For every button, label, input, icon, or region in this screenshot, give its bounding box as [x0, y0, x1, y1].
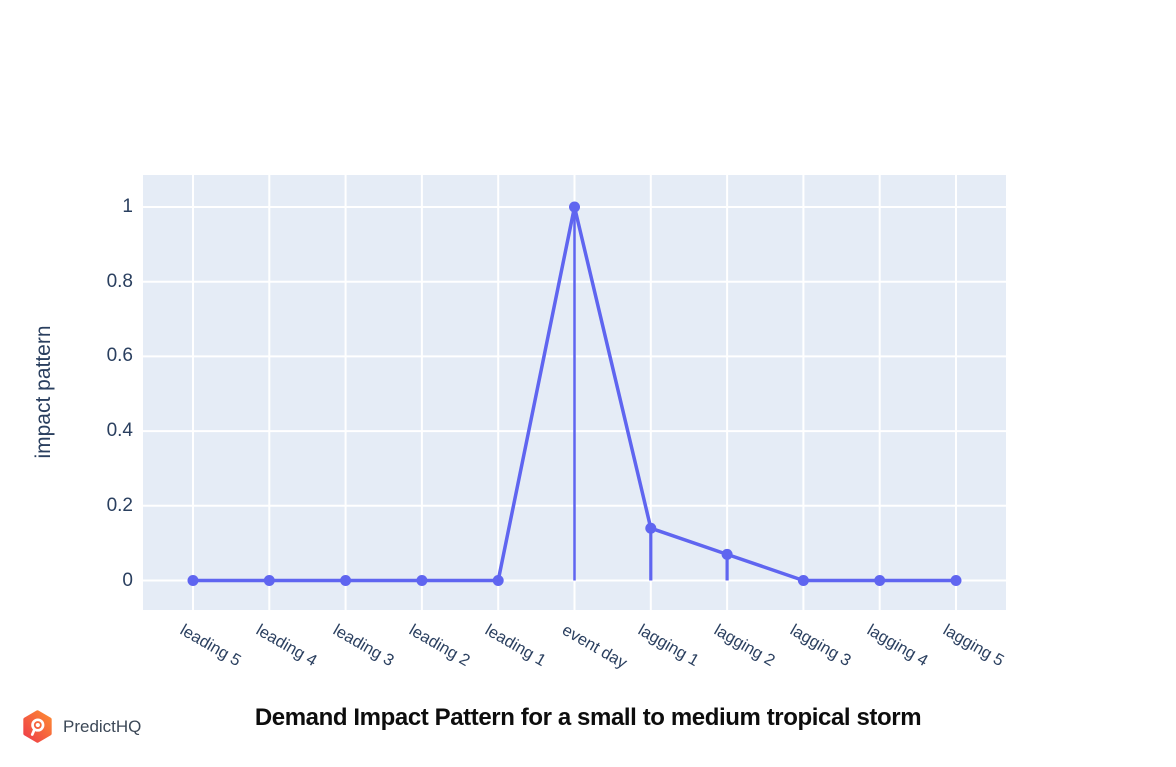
- data-point: [721, 548, 733, 560]
- data-point: [416, 575, 428, 586]
- data-point: [950, 575, 962, 586]
- data-point: [569, 201, 580, 213]
- y-tick-label: 0.4: [106, 420, 133, 442]
- predicthq-logo: PredictHQ: [21, 710, 141, 743]
- pin-dot: [35, 722, 40, 728]
- pin-ring: [31, 718, 45, 732]
- y-tick-label: 1: [122, 196, 133, 217]
- y-tick-label: 0.6: [106, 345, 133, 367]
- predicthq-logo-text: PredictHQ: [63, 716, 142, 736]
- pin-tail: [30, 728, 36, 736]
- data-point: [187, 575, 199, 586]
- y-tick-label: 0.8: [106, 270, 133, 292]
- y-tick-label: 0.2: [106, 494, 133, 516]
- chart-title: Demand Impact Pattern for a small to med…: [254, 704, 922, 731]
- y-axis-title: impact pattern: [32, 325, 55, 459]
- data-point: [645, 522, 657, 534]
- data-point: [492, 575, 504, 586]
- predicthq-logo-icon: [23, 710, 52, 743]
- y-tick-label: 0: [122, 569, 133, 591]
- data-point: [263, 575, 275, 586]
- data-point: [874, 575, 886, 586]
- data-point: [797, 575, 809, 586]
- data-point: [340, 575, 352, 586]
